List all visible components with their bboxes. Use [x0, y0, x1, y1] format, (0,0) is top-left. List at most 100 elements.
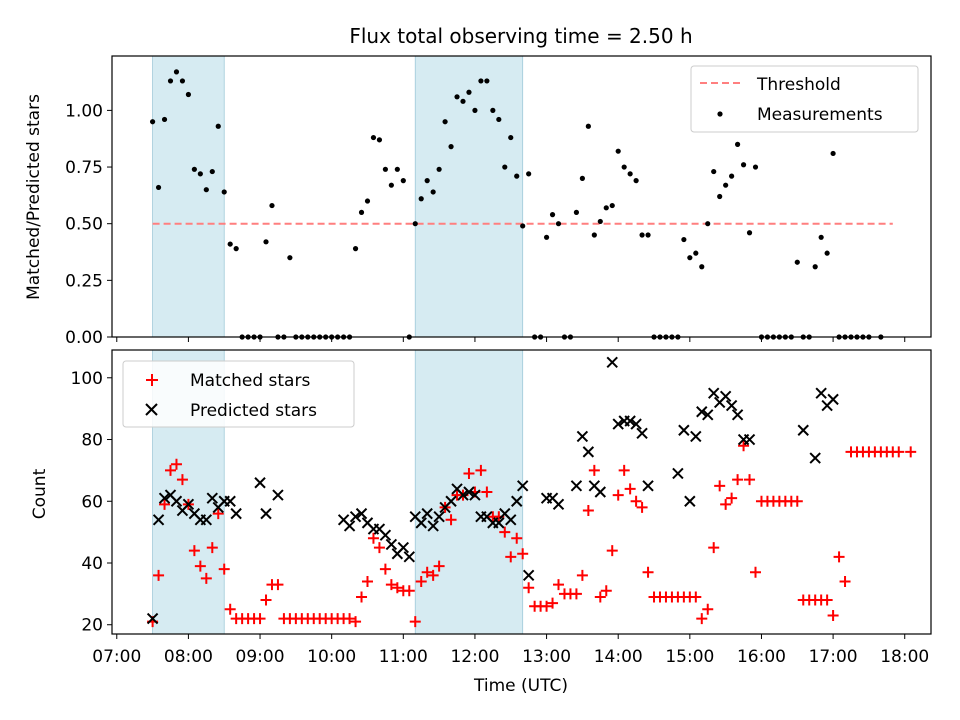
- matched-stars-points: [147, 440, 917, 628]
- matched-star-point: [153, 569, 165, 581]
- predicted-star-point: [379, 529, 392, 541]
- measurement-point: [221, 189, 227, 195]
- measurement-point: [442, 119, 448, 125]
- matched-star-point: [726, 492, 738, 504]
- predicted-star-point: [570, 480, 583, 492]
- measurement-point: [579, 175, 585, 181]
- matched-star-point: [427, 569, 439, 581]
- predicted-star-point: [457, 489, 469, 501]
- predicted-star-point: [146, 612, 159, 625]
- predicted-star-point: [624, 415, 636, 427]
- legend-matched-label: Matched stars: [190, 371, 310, 391]
- measurement-point: [717, 193, 723, 200]
- matched-star-point: [553, 579, 565, 591]
- matched-star-point: [254, 613, 266, 625]
- predicted-star-point: [511, 495, 523, 507]
- matched-star-point: [547, 597, 559, 609]
- bottom-legend-box: [122, 360, 355, 428]
- predicted-star-point: [158, 492, 171, 504]
- matched-star-point: [505, 551, 517, 563]
- predicted-star-point: [397, 541, 410, 554]
- measurement-point: [167, 78, 174, 84]
- matched-star-point: [194, 560, 206, 572]
- measurement-point: [269, 202, 275, 209]
- predicted-star-point: [206, 492, 218, 504]
- matched-star-point: [636, 501, 648, 513]
- legend-matched-swatch: [146, 374, 158, 386]
- measurement-point: [436, 166, 442, 172]
- matched-star-point: [218, 563, 230, 575]
- predicted-star-point: [343, 520, 356, 532]
- matched-star-point: [732, 474, 744, 486]
- matched-star-point: [385, 579, 397, 591]
- matched-star-point: [170, 458, 182, 470]
- matched-star-point: [791, 495, 803, 507]
- measurement-point: [812, 264, 818, 270]
- measurement-point: [627, 171, 633, 177]
- measurement-point: [400, 178, 406, 184]
- matched-star-point: [409, 616, 421, 628]
- predicted-star-point: [224, 495, 236, 507]
- matched-star-point: [176, 474, 188, 486]
- predicted-star-point: [385, 538, 398, 551]
- matched-star-point: [827, 609, 839, 621]
- measurement-point: [388, 182, 394, 188]
- predicted-star-point: [731, 409, 744, 421]
- measurement-point: [370, 134, 377, 141]
- measurement-point: [723, 182, 729, 188]
- predicted-star-point: [809, 452, 821, 464]
- matched-star-point: [403, 585, 415, 597]
- predicted-star-point: [678, 424, 690, 436]
- legend-predicted-swatch: [145, 403, 158, 416]
- predicted-star-point: [272, 489, 284, 501]
- measurement-point: [430, 189, 436, 195]
- measurement-point: [376, 137, 383, 143]
- matched-star-point: [344, 613, 356, 625]
- measurement-point: [472, 107, 478, 113]
- matched-star-point: [738, 440, 750, 452]
- predicted-star-point: [606, 356, 618, 369]
- matched-star-point: [499, 526, 511, 538]
- predicted-star-point: [815, 387, 827, 399]
- bottom-y-ticks: 20 40 60 80 100: [71, 369, 112, 636]
- predicted-star-point: [200, 514, 213, 526]
- predicted-star-point: [797, 424, 809, 436]
- matched-star-point: [415, 576, 427, 588]
- measurement-point: [484, 78, 490, 84]
- predicted-star-point: [493, 517, 505, 529]
- measurement-point: [609, 202, 615, 209]
- x-tick-label: 09:00: [236, 647, 285, 667]
- predicted-star-point: [170, 495, 183, 507]
- bottom-x-ticks: 07:00 08:00 09:00 10:00 11:00 12:00 13:00 14:00…: [92, 634, 929, 667]
- matched-star-point: [356, 591, 368, 603]
- predicted-star-point: [636, 427, 648, 440]
- measurement-point: [418, 196, 424, 202]
- measurement-point: [173, 69, 180, 75]
- measurement-point: [573, 209, 580, 215]
- matched-star-point: [367, 532, 379, 544]
- predicted-star-point: [642, 480, 654, 492]
- measurement-point: [149, 119, 156, 125]
- measurement-point: [693, 250, 699, 256]
- predicted-star-point: [355, 507, 368, 520]
- predicted-star-point: [463, 486, 475, 498]
- matched-star-point: [744, 474, 756, 486]
- x-tick-label: 10:00: [307, 647, 356, 667]
- top-legend: Threshold Measurements: [690, 65, 919, 133]
- measurement-point: [179, 78, 186, 84]
- top-panel: 0.00 0.25 0.50 0.75 1.00 Matched/Predicted s…: [24, 55, 932, 348]
- x-tick-label: 14:00: [594, 647, 643, 667]
- measurement-point: [699, 264, 705, 270]
- measurement-point: [818, 234, 824, 240]
- matched-star-point: [159, 498, 171, 510]
- top-y-ticks: 0.00 0.25 0.50 0.75 1.00: [65, 101, 112, 348]
- matched-star-point: [523, 582, 535, 594]
- measurement-point: [263, 239, 269, 245]
- matched-star-point: [212, 508, 224, 520]
- matched-star-point: [905, 446, 917, 458]
- matched-star-point: [260, 594, 272, 606]
- matched-star-point: [481, 486, 493, 498]
- top-plot-frame: [111, 55, 932, 338]
- measurement-point: [287, 255, 293, 261]
- predicted-star-point: [702, 409, 714, 421]
